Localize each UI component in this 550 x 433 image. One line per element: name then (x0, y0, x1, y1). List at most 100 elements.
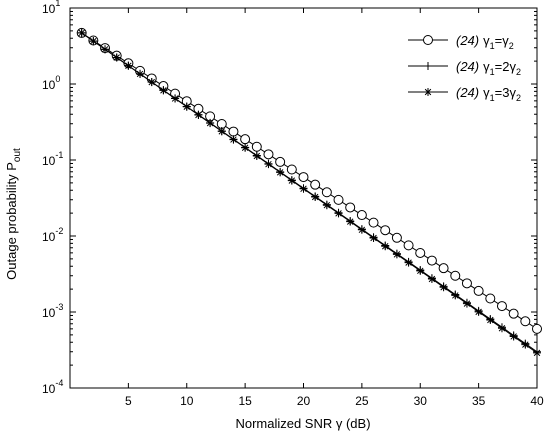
legend-label-part: 1 (490, 93, 495, 103)
x-tick-label: 20 (297, 394, 311, 408)
data-point (345, 202, 356, 213)
data-point (263, 149, 274, 160)
data-point (426, 255, 437, 266)
y-tick-exponent: -2 (55, 226, 63, 236)
x-tick-label: 25 (355, 394, 369, 408)
legend-label-part: 1 (490, 67, 495, 77)
data-point (321, 187, 332, 198)
data-point (368, 217, 379, 228)
x-axis-ticks: 5 10 15 20 25 30 35 40 (125, 8, 544, 408)
data-point (404, 258, 413, 267)
data-point (369, 234, 378, 243)
data-point (497, 324, 506, 333)
x-tick-label: 5 (125, 394, 132, 408)
data-point (229, 135, 238, 144)
data-point (509, 332, 518, 341)
data-point (474, 307, 483, 316)
data-point (217, 127, 226, 136)
legend-label-part: (24) (456, 59, 479, 74)
series-3 (77, 28, 541, 357)
data-point (287, 176, 296, 185)
legend-entry-1: (24) γ1=γ2 (408, 33, 514, 51)
y-axis-title: Outage probability Pout (4, 148, 23, 280)
data-point (333, 194, 344, 205)
x-tick-label: 40 (530, 394, 544, 408)
y-tick-exponent: -1 (55, 150, 63, 160)
data-point (485, 293, 496, 304)
legend-label-part: =3 (495, 85, 510, 100)
data-point (112, 53, 121, 62)
series-layer (76, 27, 542, 357)
data-point (438, 263, 449, 274)
y-tick-label: 101 (42, 0, 60, 16)
data-point (298, 172, 309, 183)
legend-marker (424, 62, 432, 70)
data-point (473, 285, 484, 296)
data-point (416, 266, 425, 275)
data-point (276, 168, 285, 177)
data-point (392, 250, 401, 259)
series-line (81, 32, 538, 330)
y-tick-label: 10-3 (42, 302, 63, 320)
data-point (533, 348, 541, 357)
y-axis-title-subscript: out (12, 148, 23, 162)
legend-label-part: γ (509, 59, 516, 74)
data-point (89, 37, 98, 46)
legend-label-part: (24) (456, 85, 479, 100)
legend-entry-2: (24) γ1=2γ2 (408, 59, 521, 77)
data-point (136, 69, 145, 78)
y-tick-exponent: -4 (55, 378, 63, 388)
legend: (24) γ1=γ2(24) γ1=2γ2(24) γ1=3γ2 (408, 33, 521, 103)
data-point (171, 94, 180, 103)
legend-marker (423, 35, 433, 45)
data-point (520, 316, 531, 327)
data-point (311, 192, 320, 201)
data-point (415, 247, 426, 258)
y-tick-base: 10 (42, 154, 56, 168)
data-point (252, 151, 261, 160)
data-point (77, 28, 86, 37)
data-point (264, 160, 273, 169)
data-point (451, 291, 460, 300)
y-tick-exponent: 1 (55, 0, 60, 8)
y-tick-exponent: -3 (55, 302, 63, 312)
data-point (391, 232, 402, 243)
legend-label-part: = (495, 33, 503, 48)
data-point (380, 225, 391, 236)
data-point (381, 242, 390, 251)
y-tick-label: 10-2 (42, 226, 63, 244)
data-point (403, 240, 414, 251)
legend-label-part: γ (483, 33, 490, 48)
data-point (240, 134, 251, 145)
data-point (357, 225, 366, 234)
data-point (356, 210, 367, 221)
data-point (334, 209, 343, 218)
data-point (241, 143, 250, 152)
y-tick-base: 10 (42, 382, 56, 396)
y-tick-base: 10 (42, 230, 56, 244)
data-point (286, 164, 297, 175)
legend-label: (24) γ1=γ2 (456, 33, 514, 51)
data-point (346, 217, 355, 226)
legend-label-part: 2 (516, 67, 521, 77)
y-axis-title-main: Outage probability P (4, 162, 19, 280)
legend-label: (24) γ1=2γ2 (456, 59, 521, 77)
data-point (228, 126, 239, 137)
data-point (496, 301, 507, 312)
data-point (275, 156, 286, 167)
x-tick-label: 10 (180, 394, 194, 408)
legend-label-part: 1 (490, 41, 495, 51)
legend-label-part: (24) (456, 33, 479, 48)
data-point (251, 141, 262, 152)
y-tick-base: 10 (42, 306, 56, 320)
data-point (427, 275, 436, 284)
x-axis-title: Normalized SNR γ (dB) (235, 416, 370, 431)
data-point (147, 78, 156, 87)
data-point (159, 86, 168, 95)
data-point (450, 270, 461, 281)
y-tick-base: 10 (42, 78, 56, 92)
data-point (461, 278, 472, 289)
series-line (81, 32, 538, 354)
